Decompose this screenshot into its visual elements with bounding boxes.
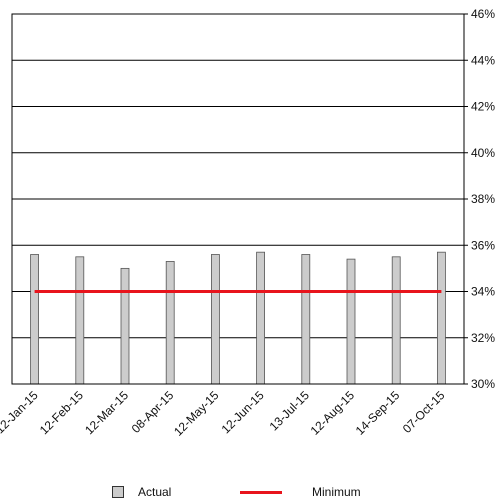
y-tick-label: 46% (471, 7, 495, 21)
y-tick-label: 40% (471, 146, 495, 160)
plot-frame (11, 13, 465, 385)
bar-actual (346, 258, 356, 385)
legend-label-actual: Actual (138, 485, 172, 499)
bars (30, 251, 446, 385)
bar-actual (436, 251, 446, 385)
x-tick-label: 07-Oct-15 (400, 388, 448, 436)
x-tick-label: 08-Apr-15 (129, 388, 177, 436)
axes (11, 13, 468, 385)
bar-actual (256, 251, 266, 385)
bar-actual (75, 256, 85, 385)
legend-item-actual: Actual (112, 484, 171, 500)
legend-swatch-actual (112, 486, 124, 498)
bar-actual (391, 256, 401, 385)
x-tick-label: 12-Feb-15 (37, 388, 86, 437)
chart: 30%32%34%36%38%40%42%44%46% 12-Jan-1512-… (0, 7, 495, 439)
bar-actual (30, 254, 40, 385)
x-tick-labels: 12-Jan-1512-Feb-1512-Mar-1508-Apr-1512-M… (0, 388, 448, 439)
y-tick-label: 30% (471, 377, 495, 391)
legend-label-minimum: Minimum (312, 485, 361, 499)
y-tick-label: 32% (471, 331, 495, 345)
x-tick-label: 13-Jul-15 (267, 388, 313, 434)
y-tick-label: 36% (471, 238, 495, 252)
legend-item-minimum: Minimum (240, 484, 361, 500)
x-tick-label: 12-Mar-15 (82, 388, 131, 437)
y-tick-label: 34% (471, 285, 495, 299)
legend: Actual Minimum (0, 480, 504, 502)
bar-actual (301, 254, 311, 385)
y-tick-labels: 30% 32% 34% 36% 38% 40% 42% 44% 46% (471, 7, 495, 391)
x-tick-label: 14-Sep-15 (353, 388, 403, 438)
bar-actual (165, 261, 175, 385)
bar-actual (120, 267, 130, 385)
legend-swatch-minimum (240, 490, 282, 494)
x-tick-label: 12-Jun-15 (219, 388, 267, 436)
x-tick-label: 12-May-15 (171, 388, 222, 439)
bar-actual (210, 254, 220, 385)
y-tick-label: 44% (471, 53, 495, 67)
y-tick-label: 42% (471, 100, 495, 114)
x-tick-label: 12-Jan-15 (0, 388, 41, 436)
x-tick-label: 12-Aug-15 (308, 388, 358, 438)
y-tick-label: 38% (471, 192, 495, 206)
